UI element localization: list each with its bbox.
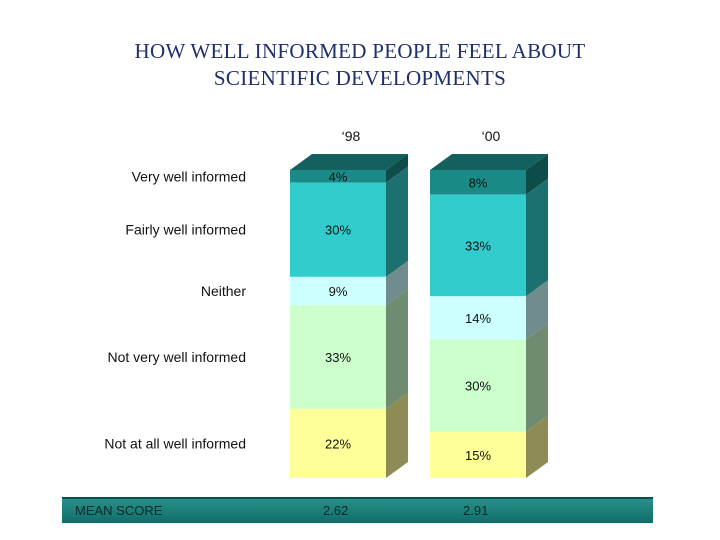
mean-score-bar	[62, 497, 653, 523]
bar-very-well-informed-0	[290, 170, 386, 183]
data-label-very-well-informed-0: 4%	[329, 169, 348, 184]
data-label-fairly-well-informed-0: 30%	[325, 223, 351, 238]
legend-label-very-well-informed: Very well informed	[132, 168, 246, 184]
bar-side-not-very-well-informed-1	[526, 323, 548, 432]
bar-side-very-well-informed-1	[526, 154, 548, 195]
legend-label-not-very-well-informed: Not very well informed	[108, 349, 247, 365]
bar-side-not-at-all-well-informed-1	[526, 415, 548, 478]
data-label-fairly-well-informed-1: 33%	[465, 238, 491, 253]
mean-score-value-00: 2.91	[463, 503, 489, 518]
bar-top-0	[290, 154, 408, 170]
bar-fairly-well-informed-0	[290, 182, 386, 277]
bar-neither-1	[430, 296, 526, 340]
bar-not-at-all-well-informed-0	[290, 408, 386, 478]
chart-title-line-2: SCIENTIFIC DEVELOPMENTS	[213, 66, 507, 90]
data-label-neither-1: 14%	[465, 311, 491, 326]
bar-side-not-very-well-informed-0	[386, 289, 408, 409]
bar-not-at-all-well-informed-1	[430, 431, 526, 478]
legend-label-fairly-well-informed: Fairly well informed	[125, 222, 246, 238]
column-header-0: ‘98	[342, 128, 361, 144]
chart-title: HOW WELL INFORMED PEOPLE FEEL ABOUT SCIE…	[0, 38, 720, 92]
bar-side-very-well-informed-0	[386, 154, 408, 183]
bar-side-fairly-well-informed-1	[526, 178, 548, 297]
data-label-not-very-well-informed-1: 30%	[465, 379, 491, 394]
bar-not-very-well-informed-0	[290, 305, 386, 409]
data-label-very-well-informed-1: 8%	[469, 175, 488, 190]
bar-very-well-informed-1	[430, 170, 526, 195]
bar-side-neither-0	[386, 260, 408, 306]
legend-label-not-at-all-well-informed: Not at all well informed	[104, 435, 246, 451]
bar-not-very-well-informed-1	[430, 339, 526, 432]
bar-side-fairly-well-informed-0	[386, 166, 408, 277]
data-label-neither-0: 9%	[329, 284, 348, 299]
data-label-not-very-well-informed-0: 33%	[325, 350, 351, 365]
bar-side-not-at-all-well-informed-0	[386, 392, 408, 478]
mean-score-label: MEAN SCORE	[75, 503, 163, 518]
bar-top-1	[430, 154, 548, 170]
bar-fairly-well-informed-1	[430, 194, 526, 297]
column-header-1: ‘00	[482, 128, 501, 144]
chart-title-line-1: HOW WELL INFORMED PEOPLE FEEL ABOUT	[134, 39, 586, 63]
legend-label-neither: Neither	[201, 283, 246, 299]
data-label-not-at-all-well-informed-1: 15%	[465, 448, 491, 463]
bar-neither-0	[290, 276, 386, 306]
mean-score-value-98: 2.62	[323, 503, 349, 518]
data-label-not-at-all-well-informed-0: 22%	[325, 436, 351, 451]
bar-side-neither-1	[526, 280, 548, 340]
